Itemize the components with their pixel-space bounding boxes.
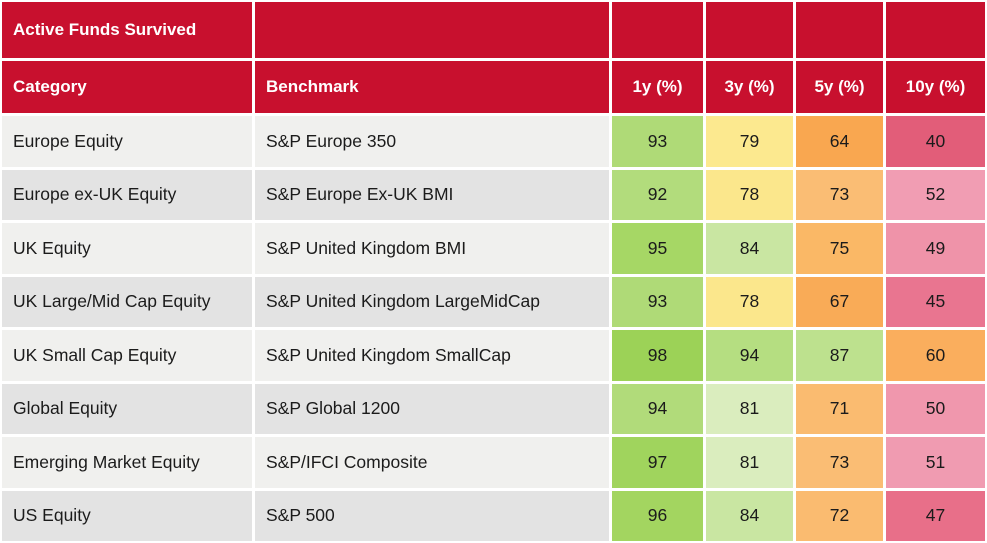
benchmark-cell: S&P Global 1200: [255, 383, 609, 434]
benchmark-cell: S&P United Kingdom SmallCap: [255, 330, 609, 381]
value-cell-3y: 84: [706, 490, 793, 541]
column-header-category: Category: [2, 61, 252, 113]
category-cell: US Equity: [2, 490, 252, 541]
value-cell-10y: 52: [886, 169, 985, 220]
category-cell: UK Small Cap Equity: [2, 330, 252, 381]
value-cell-5y: 67: [796, 276, 883, 327]
value-cell-10y: 60: [886, 330, 985, 381]
value-cell-5y: 87: [796, 330, 883, 381]
column-header-3y: 3y (%): [706, 61, 793, 113]
value-cell-5y: 72: [796, 490, 883, 541]
category-cell: UK Large/Mid Cap Equity: [2, 276, 252, 327]
value-cell-3y: 78: [706, 169, 793, 220]
category-cell: Global Equity: [2, 383, 252, 434]
column-header-10y: 10y (%): [886, 61, 985, 113]
column-header-benchmark: Benchmark: [255, 61, 609, 113]
category-cell: Europe ex-UK Equity: [2, 169, 252, 220]
benchmark-cell: S&P United Kingdom LargeMidCap: [255, 276, 609, 327]
value-cell-10y: 50: [886, 383, 985, 434]
category-cell: Emerging Market Equity: [2, 437, 252, 488]
value-cell-5y: 71: [796, 383, 883, 434]
value-cell-1y: 95: [612, 223, 703, 274]
value-cell-10y: 45: [886, 276, 985, 327]
value-cell-5y: 64: [796, 116, 883, 167]
value-cell-1y: 92: [612, 169, 703, 220]
benchmark-cell: S&P Europe Ex-UK BMI: [255, 169, 609, 220]
value-cell-1y: 98: [612, 330, 703, 381]
benchmark-cell: S&P Europe 350: [255, 116, 609, 167]
value-cell-1y: 93: [612, 116, 703, 167]
value-cell-10y: 40: [886, 116, 985, 167]
value-cell-1y: 96: [612, 490, 703, 541]
title-spacer-benchmark: [255, 2, 609, 58]
value-cell-10y: 51: [886, 437, 985, 488]
value-cell-3y: 78: [706, 276, 793, 327]
value-cell-3y: 94: [706, 330, 793, 381]
value-cell-5y: 75: [796, 223, 883, 274]
value-cell-1y: 97: [612, 437, 703, 488]
title-spacer-10y: [886, 2, 985, 58]
title-spacer-3y: [706, 2, 793, 58]
value-cell-1y: 93: [612, 276, 703, 327]
value-cell-5y: 73: [796, 169, 883, 220]
value-cell-5y: 73: [796, 437, 883, 488]
column-header-5y: 5y (%): [796, 61, 883, 113]
value-cell-3y: 79: [706, 116, 793, 167]
value-cell-3y: 84: [706, 223, 793, 274]
value-cell-3y: 81: [706, 437, 793, 488]
value-cell-10y: 47: [886, 490, 985, 541]
category-cell: UK Equity: [2, 223, 252, 274]
table-title: Active Funds Survived: [2, 2, 252, 58]
value-cell-1y: 94: [612, 383, 703, 434]
benchmark-cell: S&P/IFCI Composite: [255, 437, 609, 488]
column-header-1y: 1y (%): [612, 61, 703, 113]
value-cell-3y: 81: [706, 383, 793, 434]
benchmark-cell: S&P 500: [255, 490, 609, 541]
category-cell: Europe Equity: [2, 116, 252, 167]
title-spacer-1y: [612, 2, 703, 58]
value-cell-10y: 49: [886, 223, 985, 274]
title-spacer-5y: [796, 2, 883, 58]
benchmark-cell: S&P United Kingdom BMI: [255, 223, 609, 274]
